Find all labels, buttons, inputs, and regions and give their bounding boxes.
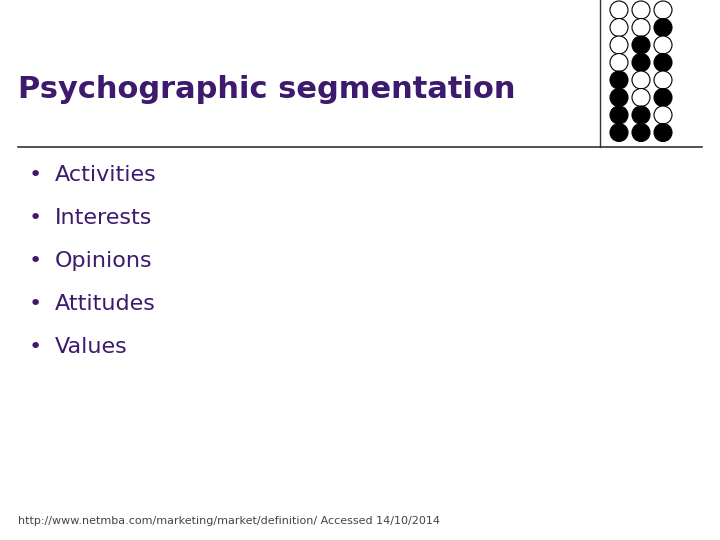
Circle shape [632, 18, 650, 37]
Circle shape [632, 71, 650, 89]
Circle shape [610, 36, 628, 54]
Circle shape [654, 36, 672, 54]
Circle shape [610, 124, 628, 141]
Circle shape [654, 106, 672, 124]
Text: Psychographic segmentation: Psychographic segmentation [18, 76, 516, 105]
Text: http://www.netmba.com/marketing/market/definition/ Accessed 14/10/2014: http://www.netmba.com/marketing/market/d… [18, 516, 440, 526]
Text: •: • [28, 208, 42, 228]
Circle shape [610, 53, 628, 71]
Circle shape [632, 124, 650, 141]
Text: Opinions: Opinions [55, 251, 153, 271]
Text: Interests: Interests [55, 208, 153, 228]
Circle shape [632, 106, 650, 124]
Circle shape [632, 53, 650, 71]
Circle shape [610, 71, 628, 89]
Circle shape [654, 53, 672, 71]
Circle shape [632, 89, 650, 106]
Text: •: • [28, 294, 42, 314]
Circle shape [632, 36, 650, 54]
Text: •: • [28, 165, 42, 185]
Circle shape [610, 106, 628, 124]
Text: Activities: Activities [55, 165, 157, 185]
Text: •: • [28, 251, 42, 271]
Circle shape [654, 124, 672, 141]
Text: Attitudes: Attitudes [55, 294, 156, 314]
Text: Values: Values [55, 337, 127, 357]
Circle shape [610, 1, 628, 19]
Circle shape [632, 1, 650, 19]
Circle shape [654, 18, 672, 37]
Circle shape [654, 71, 672, 89]
Text: •: • [28, 337, 42, 357]
Circle shape [654, 89, 672, 106]
Circle shape [610, 89, 628, 106]
Circle shape [654, 1, 672, 19]
Circle shape [610, 18, 628, 37]
